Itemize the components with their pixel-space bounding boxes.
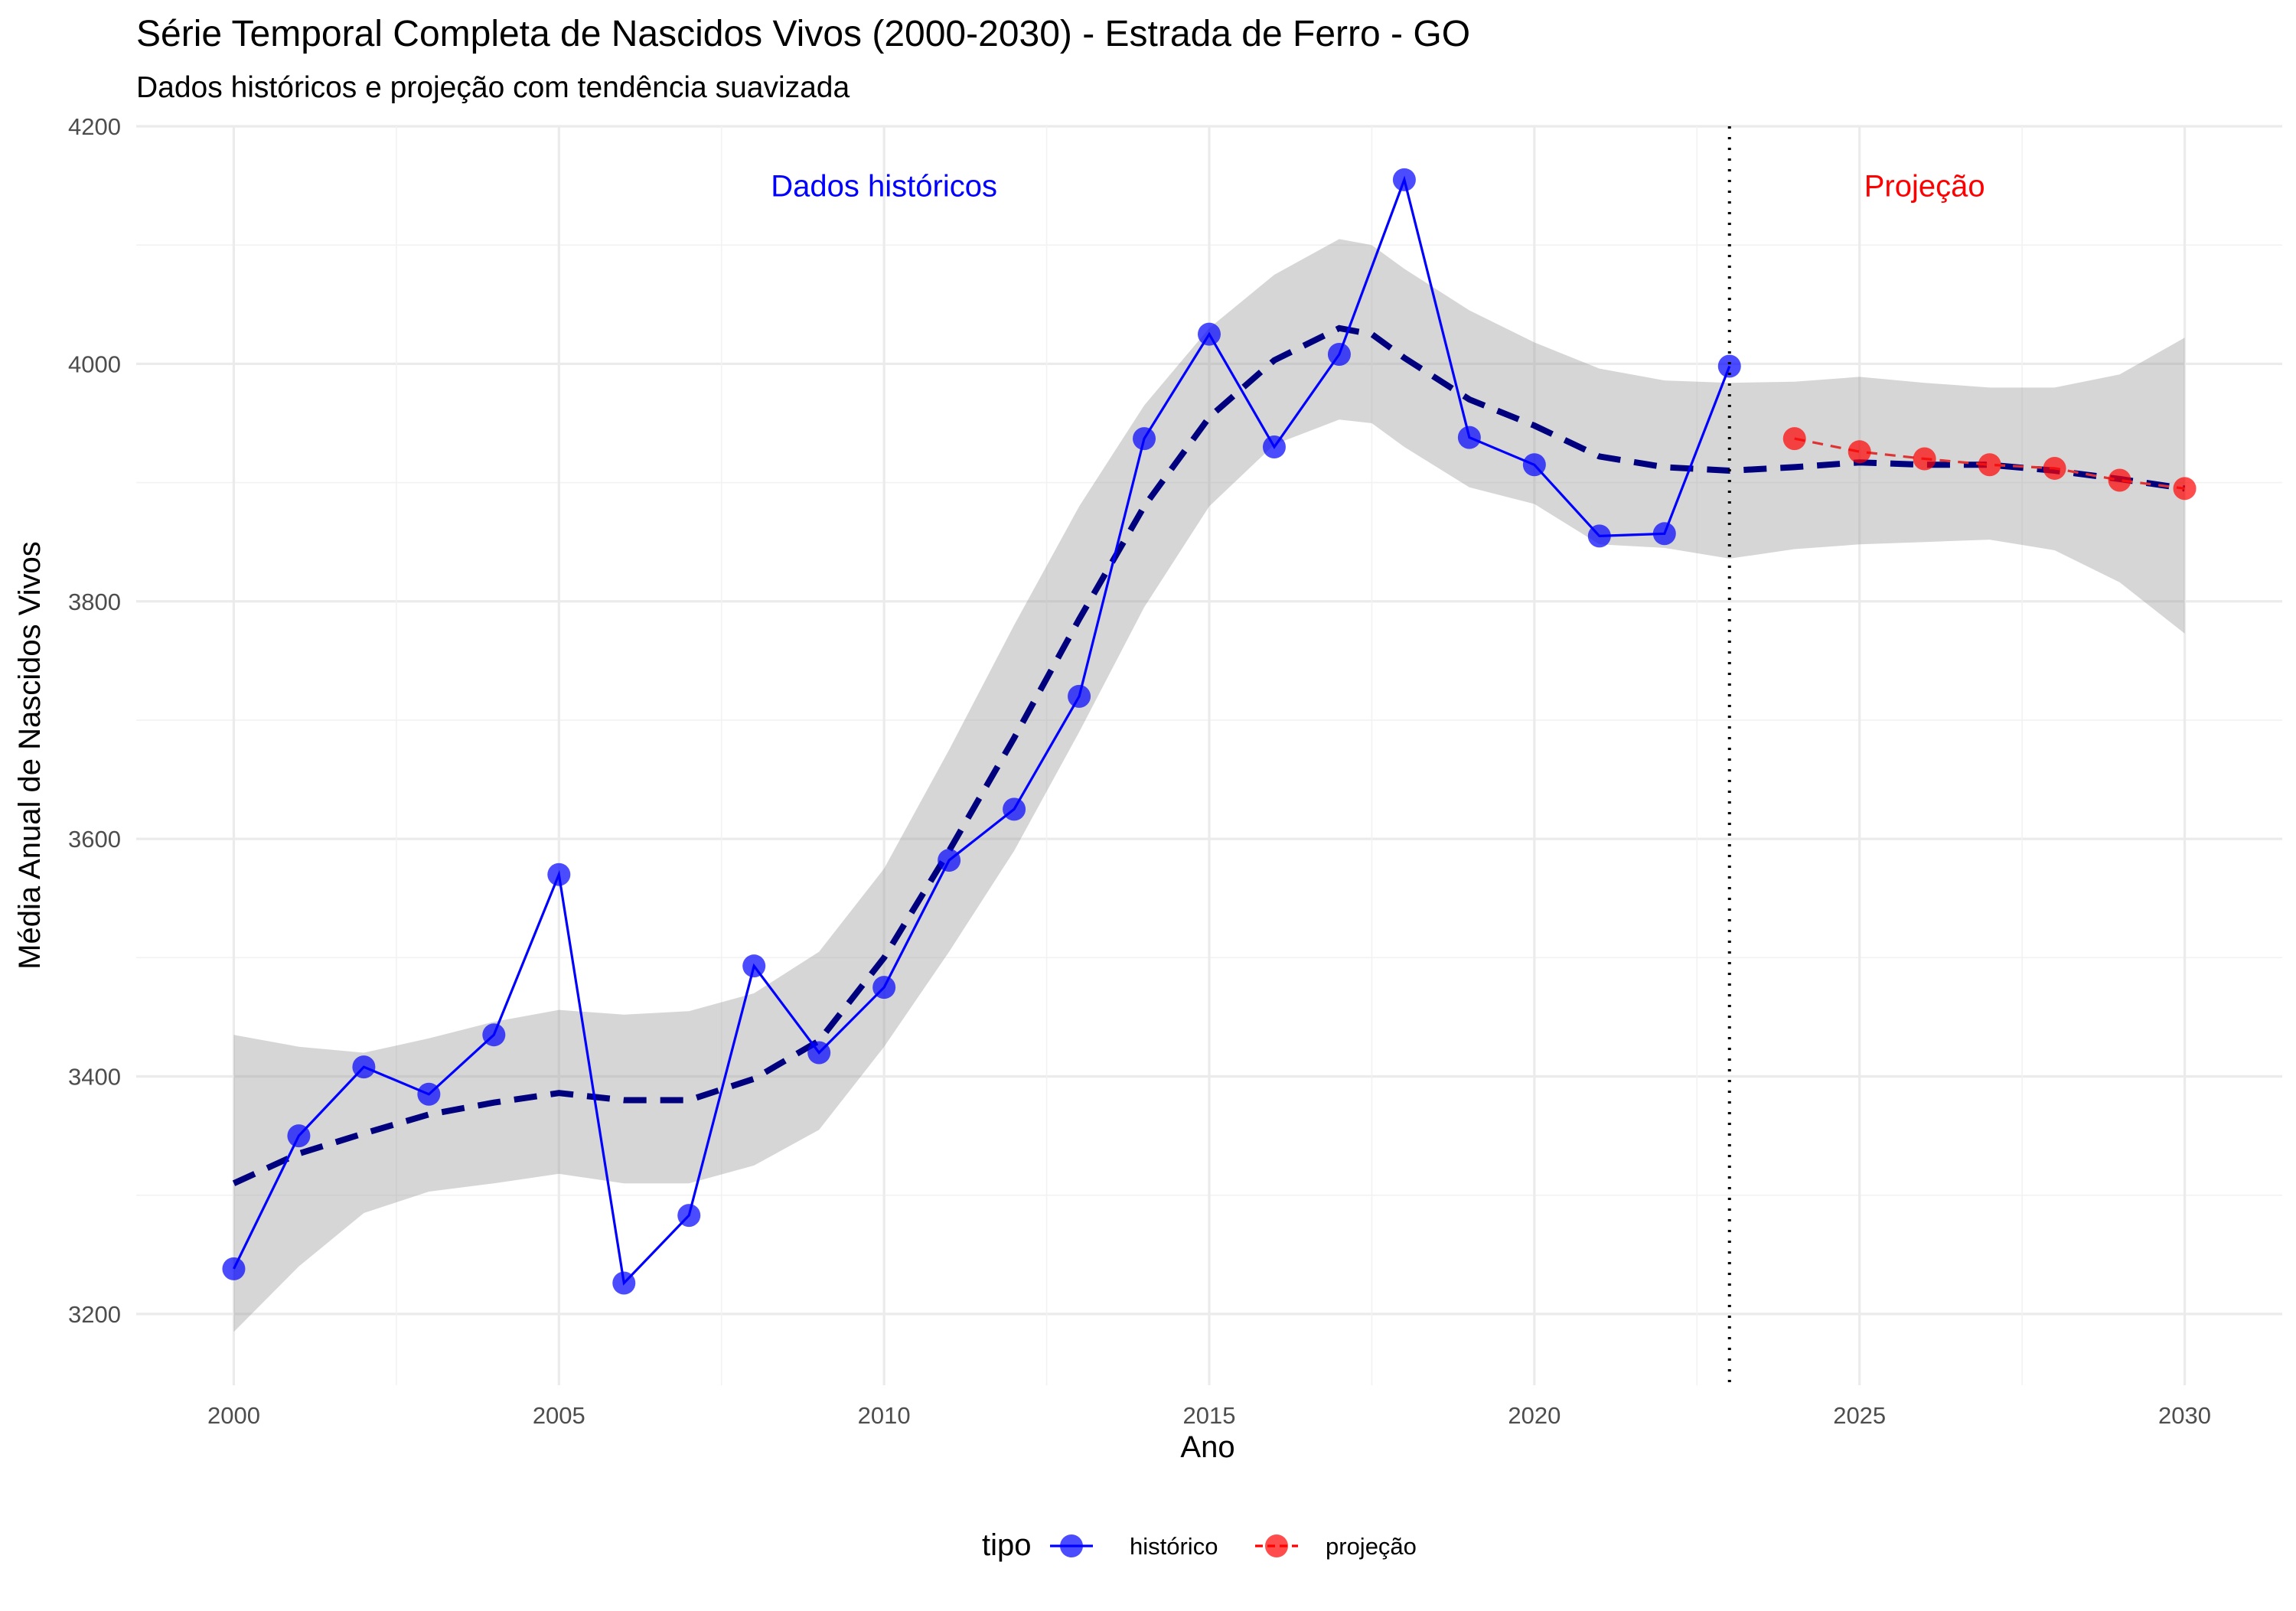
x-axis-label: Ano	[1180, 1430, 1234, 1464]
x-tick-label: 2025	[1833, 1402, 1886, 1429]
data-point	[872, 976, 896, 1000]
data-point	[1522, 453, 1546, 477]
x-tick-label: 2030	[2158, 1402, 2211, 1429]
grid-lines	[136, 125, 2282, 1385]
data-point	[1782, 427, 1806, 451]
data-point	[352, 1055, 376, 1079]
data-point	[1392, 168, 1416, 191]
data-point	[807, 1041, 831, 1065]
data-point	[1978, 453, 2001, 477]
data-point	[938, 849, 961, 872]
y-tick-label: 3200	[68, 1301, 121, 1328]
y-tick-label: 3800	[68, 589, 121, 615]
data-point	[2043, 456, 2066, 480]
data-point	[2173, 477, 2197, 501]
series-line-historico	[233, 175, 1731, 1286]
data-point	[547, 863, 571, 886]
data-point	[1457, 426, 1481, 449]
confidence-band	[233, 239, 2185, 1332]
data-point	[1652, 522, 1676, 546]
data-point	[742, 954, 766, 978]
x-axis-ticks: 2000 2005 2010 2015 2020 2025 2030	[207, 1402, 2211, 1429]
data-points	[222, 168, 2197, 1295]
data-point	[287, 1124, 311, 1148]
x-tick-label: 2005	[533, 1402, 585, 1429]
data-point	[1003, 797, 1026, 821]
y-tick-label: 4200	[68, 113, 121, 140]
data-point	[2108, 468, 2131, 492]
chart-title: Série Temporal Completa de Nascidos Vivo…	[136, 14, 1470, 54]
legend-key-point	[1060, 1534, 1083, 1557]
annotation-label: Projeção	[1864, 170, 1985, 204]
data-point	[612, 1271, 636, 1295]
y-tick-label: 4000	[68, 351, 121, 377]
data-point	[1133, 427, 1156, 451]
data-point	[1068, 684, 1091, 708]
data-point	[1848, 440, 1871, 464]
data-point	[1717, 354, 1741, 378]
y-tick-label: 3400	[68, 1064, 121, 1091]
trend-line	[232, 324, 2186, 1186]
series-lines	[233, 175, 2185, 1286]
data-point	[1262, 435, 1286, 459]
legend: tipo histórico projeção	[982, 1528, 1417, 1562]
data-point	[222, 1257, 246, 1280]
data-point	[1327, 342, 1351, 366]
legend-label: projeção	[1326, 1533, 1417, 1560]
data-point	[1198, 322, 1221, 346]
y-tick-label: 3600	[68, 826, 121, 853]
data-point	[1913, 447, 1936, 471]
y-axis-ticks: 3200 3400 3600 3800 4000 4200	[68, 113, 121, 1328]
legend-key-point	[1265, 1534, 1288, 1557]
x-tick-label: 2015	[1183, 1402, 1236, 1429]
annotation-label: Dados históricos	[771, 170, 997, 204]
legend-title: tipo	[982, 1528, 1032, 1562]
annotations: Dados históricos Projeção	[771, 170, 1985, 204]
data-point	[677, 1204, 701, 1228]
data-point	[1587, 524, 1611, 548]
confidence-band-area	[233, 239, 2185, 1332]
x-tick-label: 2010	[858, 1402, 911, 1429]
data-point	[417, 1082, 441, 1106]
legend-label: histórico	[1130, 1533, 1218, 1560]
y-axis-label: Média Anual de Nascidos Vivos	[13, 541, 47, 970]
x-tick-label: 2000	[207, 1402, 260, 1429]
data-point	[482, 1023, 506, 1047]
x-tick-label: 2020	[1508, 1402, 1561, 1429]
trend-line-path	[232, 324, 2186, 1186]
chart-subtitle: Dados históricos e projeção com tendênci…	[136, 71, 850, 104]
